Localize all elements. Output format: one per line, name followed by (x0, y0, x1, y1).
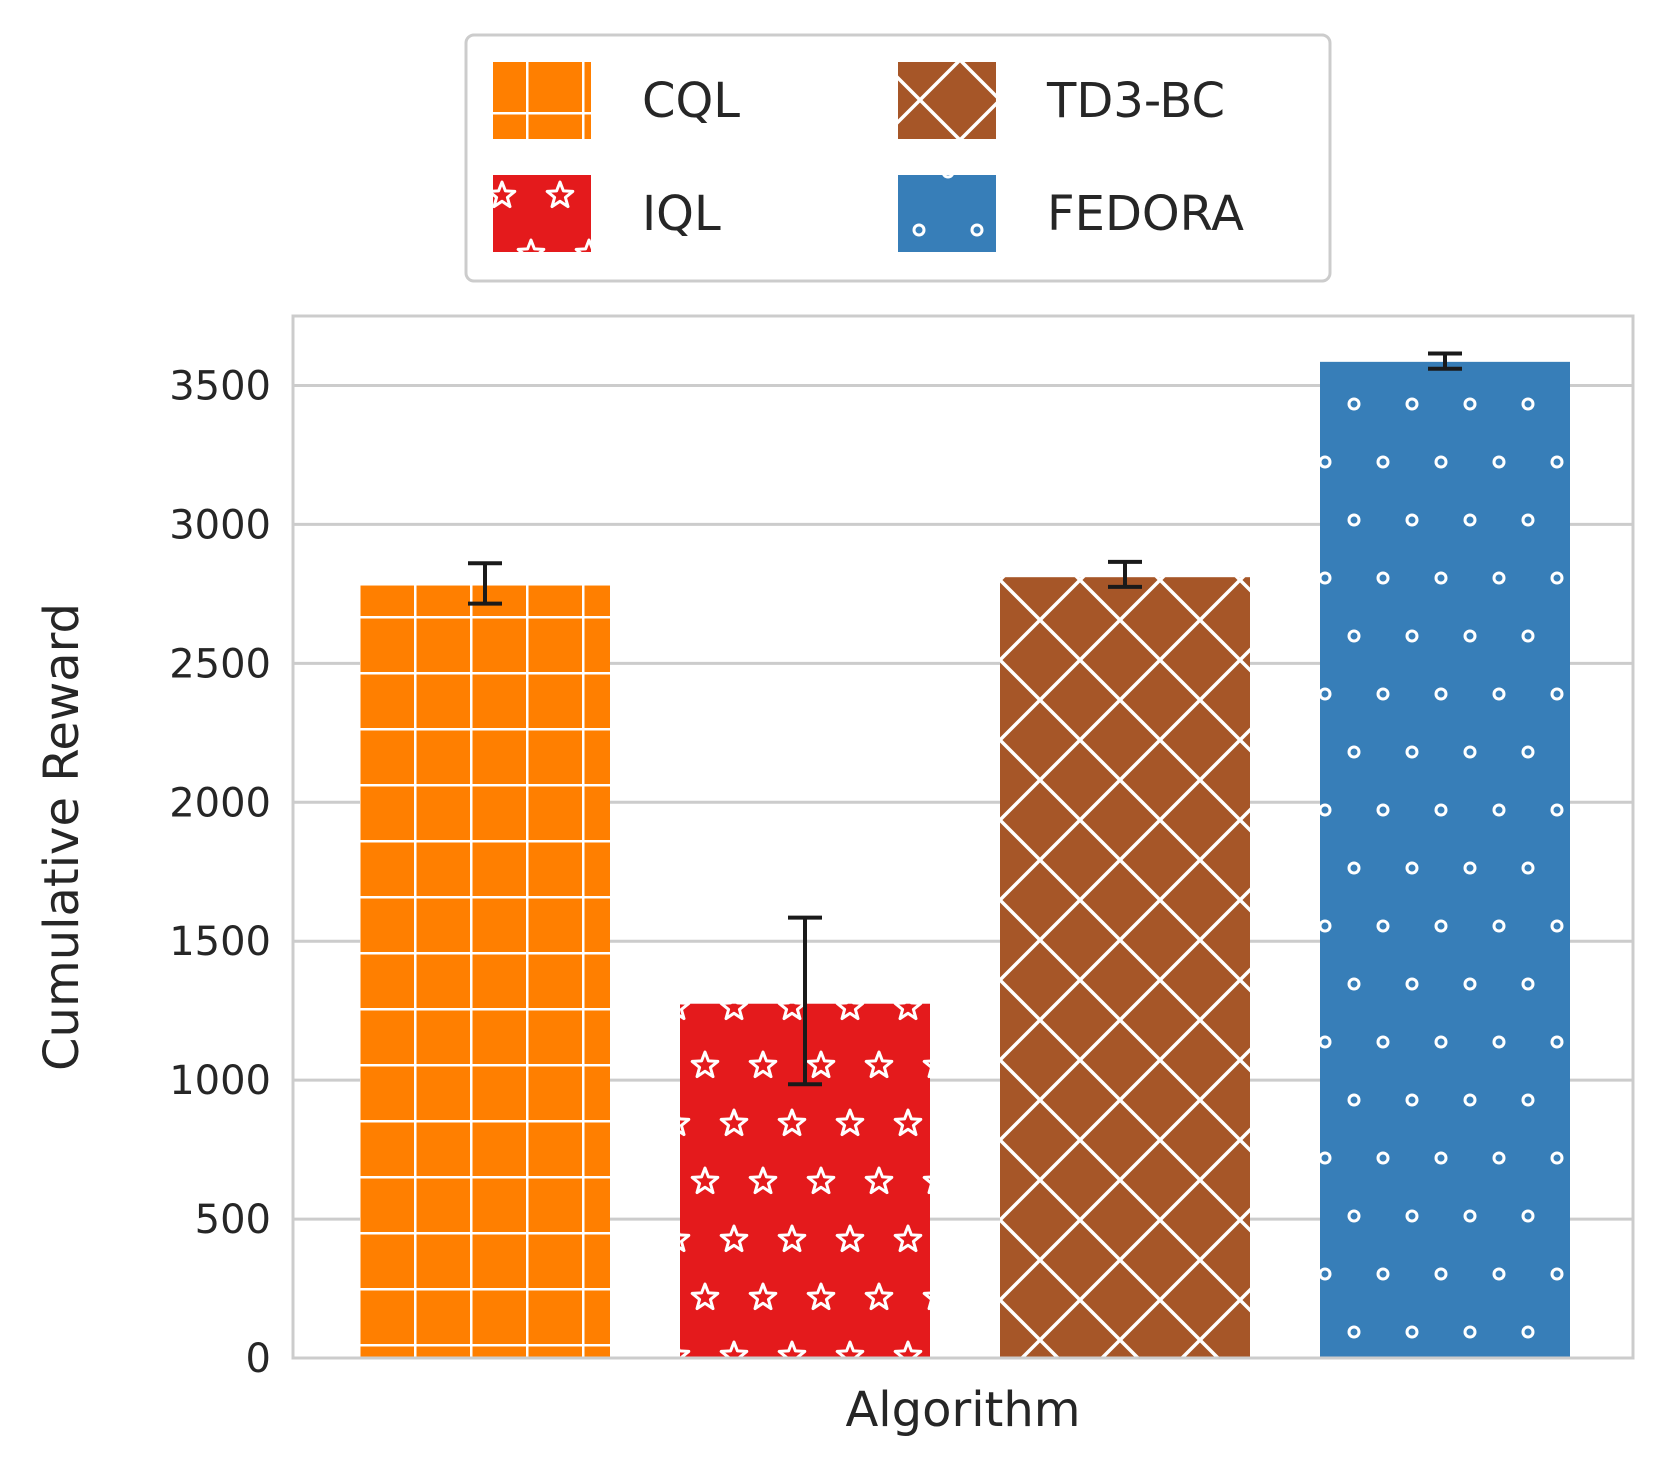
y-tick-label: 1500 (169, 919, 271, 965)
bar-td3bc (1000, 577, 1250, 1358)
legend-label-cql: CQL (642, 73, 740, 129)
y-tick-label: 1000 (169, 1058, 271, 1104)
y-tick-label: 3500 (169, 363, 271, 409)
error-bar-td3bc (1108, 559, 1142, 589)
y-tick-label: 3000 (169, 502, 271, 548)
y-axis-ticks: 0 500 1000 1500 2000 2500 3000 3500 (169, 363, 271, 1382)
error-bars (468, 351, 1462, 1087)
y-tick-label: 500 (195, 1197, 271, 1243)
legend-label-td3bc: TD3-BC (1046, 73, 1225, 129)
error-bar-fedora (1428, 351, 1462, 371)
y-axis-label: Cumulative Reward (34, 603, 90, 1071)
legend-label-fedora: FEDORA (1047, 186, 1244, 242)
legend-label-iql: IQL (642, 186, 721, 242)
legend: CQL IQL TD3-BC FEDORA (464, 33, 1332, 283)
plot-frame (291, 314, 1635, 1360)
y-tick-label: 0 (246, 1336, 271, 1382)
y-tick-label: 2500 (169, 641, 271, 687)
bar-fedora (1320, 361, 1570, 1358)
error-bar-cql (468, 561, 502, 606)
legend-swatch-iql (493, 175, 591, 252)
bars (360, 361, 1570, 1358)
legend-frame (464, 33, 1332, 283)
error-bar-iql (788, 915, 822, 1087)
y-tick-label: 2000 (169, 780, 271, 826)
bar-cql (360, 585, 610, 1358)
x-axis-label: Algorithm (845, 1382, 1080, 1438)
legend-swatch-td3bc (898, 62, 996, 139)
legend-swatch-fedora (898, 175, 996, 252)
legend-swatch-cql (493, 62, 591, 139)
